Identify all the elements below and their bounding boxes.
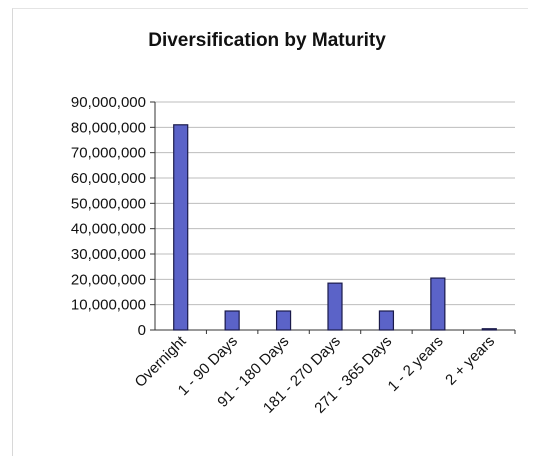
bar	[378, 310, 395, 331]
y-tick-label: 30,000,000	[71, 246, 146, 263]
y-tick-label: 50,000,000	[71, 195, 146, 212]
y-tick-label: 10,000,000	[71, 297, 146, 314]
y-tick-label: 0	[138, 322, 146, 339]
bar	[275, 310, 292, 331]
chart-frame	[12, 8, 528, 456]
y-tick-label: 70,000,000	[71, 145, 146, 162]
y-tick-label: 20,000,000	[71, 271, 146, 288]
y-tick-label: 40,000,000	[71, 221, 146, 238]
y-tick-label: 80,000,000	[71, 119, 146, 136]
y-tick-label: 90,000,000	[71, 94, 146, 111]
chart-title: Diversification by Maturity	[148, 30, 386, 51]
x-tick-label: 2 + years	[442, 333, 498, 389]
bar	[430, 277, 446, 331]
bar	[327, 282, 343, 331]
bar	[481, 328, 497, 331]
bar	[224, 310, 240, 331]
bar	[173, 124, 189, 331]
y-tick-label: 60,000,000	[71, 170, 146, 187]
x-tick-label: 1 - 2 years	[385, 333, 447, 395]
